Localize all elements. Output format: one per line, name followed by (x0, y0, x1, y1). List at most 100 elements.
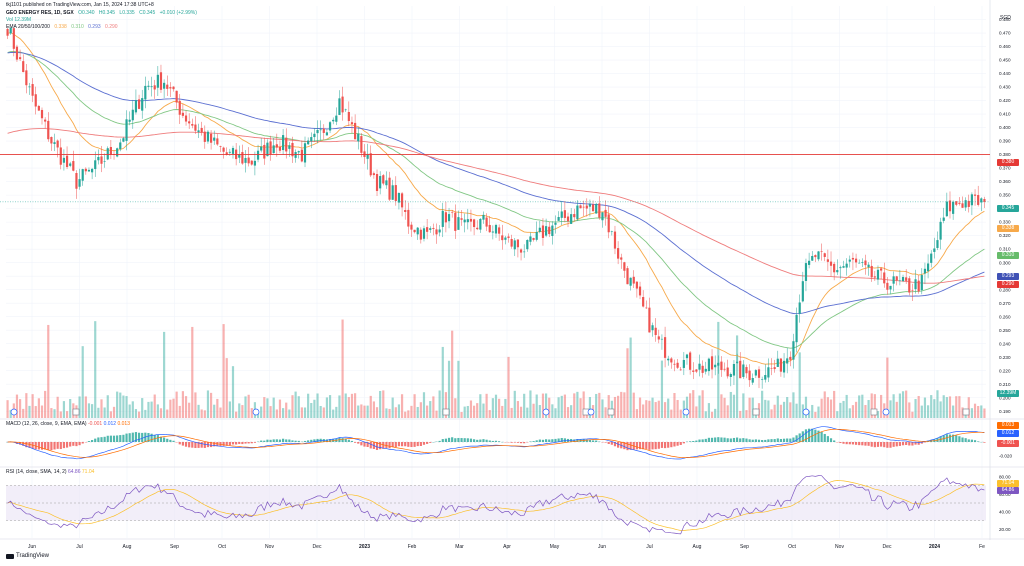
time-tick-label: Fe (979, 544, 985, 550)
macd-hist-bar (889, 442, 892, 448)
volume-bar (529, 390, 532, 418)
candle-body (942, 217, 945, 221)
volume-bar (103, 407, 106, 418)
volume-bar (623, 392, 626, 418)
macd-hist-bar (623, 442, 626, 450)
volume-bar (701, 390, 704, 418)
macd-hist-bar (563, 438, 566, 442)
volume-bar (325, 397, 329, 418)
tradingview-logo-icon (6, 553, 14, 559)
macd-hist-badge: -0.001 (997, 440, 1019, 447)
volume-bar (225, 358, 228, 418)
volume-bar (773, 404, 776, 418)
macd-hist-bar (360, 442, 363, 446)
volume-bar (510, 407, 513, 418)
volume-bar (764, 399, 767, 418)
volume-bar (651, 397, 654, 418)
macd-hist-bar (238, 442, 241, 444)
ohlc-close: C0.345 (139, 10, 156, 16)
volume-bar (382, 390, 385, 418)
candle-body (948, 200, 952, 212)
candle-body (335, 115, 338, 122)
volume-bar (466, 405, 469, 418)
time-tick-label: Apr (503, 544, 511, 550)
macd-hist-bar (197, 442, 200, 448)
macd-hist-bar (100, 437, 103, 442)
ema-lines (7, 32, 985, 365)
volume-bar (457, 360, 460, 418)
candle-body (761, 379, 764, 380)
volume-bar (720, 394, 723, 418)
macd-hist-bar (886, 442, 889, 448)
candle-body (504, 237, 507, 240)
candle-body (422, 228, 426, 239)
volume-bar (820, 398, 823, 418)
ema20-line (7, 32, 985, 365)
macd-hist-bar (419, 442, 422, 446)
volume-legend-text[interactable]: Vol 12.39M (6, 17, 32, 23)
symbol-name[interactable]: GEO ENERGY RES, 1D, SGX (6, 10, 74, 16)
macd-hist-bar (920, 442, 923, 444)
candle-body (770, 367, 773, 369)
volume-bar (407, 410, 410, 418)
candle-body (532, 238, 535, 240)
rsi-pane: 80.00 60.00 40.00 20.00 (6, 474, 1011, 535)
volume-bar (269, 406, 272, 418)
macd-hist-bar (313, 439, 316, 442)
volume-bar (977, 406, 980, 418)
volume-bar (689, 393, 692, 418)
candle-body (382, 175, 385, 184)
macd-hist-bar (379, 442, 382, 450)
volume-bar (65, 411, 69, 418)
ema-legend-text[interactable]: EMA 20/50/100/200 (6, 24, 50, 30)
candle-body (285, 137, 288, 152)
price-tick-label: 0.390 (999, 139, 1011, 144)
candle-body (545, 226, 548, 236)
macd-hist-bar (469, 438, 473, 442)
ema100-line (7, 51, 985, 315)
macd-hist-bar (676, 442, 679, 446)
volume-bar (692, 390, 695, 418)
candle-body (873, 276, 876, 278)
price-tick-label: 0.420 (999, 98, 1011, 103)
tradingview-logo[interactable]: TradingView (6, 553, 49, 559)
volume-bar (714, 408, 717, 418)
candle-body (526, 239, 529, 250)
volume-bar (601, 399, 604, 418)
price-tick-label: 0.260 (999, 314, 1011, 319)
candle-body (159, 72, 163, 90)
volume-bar (842, 400, 845, 418)
volume-bar (739, 410, 742, 418)
candle-body (12, 28, 15, 49)
candle-body (432, 227, 435, 229)
candle-body (460, 218, 463, 220)
macd-hist-bar (103, 436, 106, 442)
macd-hist-bar (178, 442, 181, 445)
macd-legend[interactable]: MACD (12, 26, close, 9, EMA, EMA) -0.001… (6, 421, 130, 427)
candle-body (463, 219, 466, 223)
volume-bar (845, 394, 848, 418)
candle-body (870, 265, 873, 278)
volume-bar (870, 393, 873, 418)
volume-bar (839, 402, 842, 418)
rsi-ma-line (7, 480, 985, 531)
candle-body (397, 193, 401, 203)
candle-body (673, 363, 676, 365)
volume-bar (338, 395, 341, 418)
volume-bar (958, 396, 961, 418)
macd-hist-bar (391, 442, 394, 448)
macd-hist-bar (382, 442, 385, 449)
candle-body (169, 87, 172, 89)
candle-body (670, 358, 673, 363)
rsi-legend[interactable]: RSI (14, close, SMA, 14, 2) 64.86 71.04 (6, 469, 94, 475)
candle-body (263, 144, 266, 159)
volume-bar (808, 410, 811, 418)
macd-hist-bar (159, 436, 163, 442)
candle-body (826, 259, 829, 262)
volume-bar (826, 397, 829, 418)
candle-body (116, 148, 119, 157)
ohlc-change: +0.010 (+2.99%) (159, 10, 197, 16)
macd-hist-bar (735, 437, 739, 442)
candle-body (895, 276, 898, 281)
